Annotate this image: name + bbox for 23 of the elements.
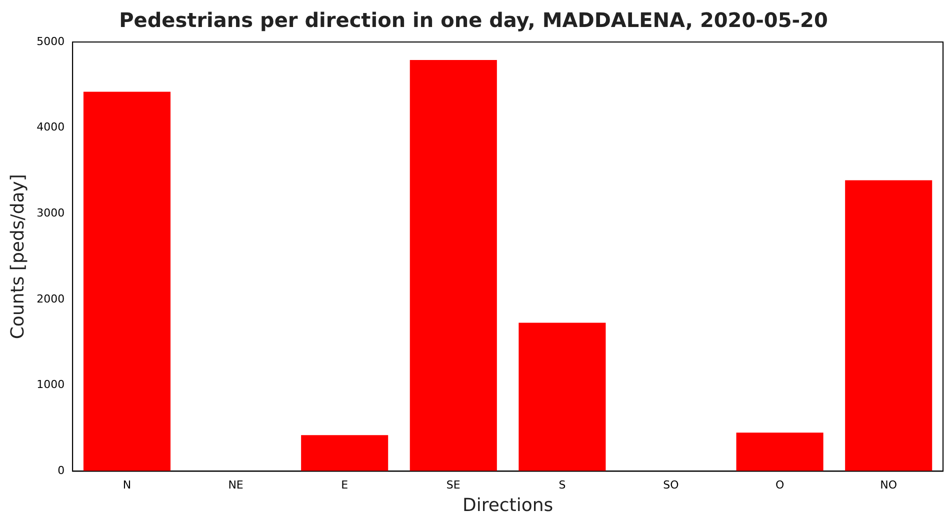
bar [83, 92, 171, 472]
x-axis-title: Directions [462, 494, 554, 516]
y-tick-label: 1000 [36, 378, 65, 392]
bar [518, 322, 606, 472]
y-tick-label: 2000 [36, 292, 65, 306]
bar [301, 435, 388, 472]
x-tick-label: NO [880, 478, 898, 492]
y-tick-label: 4000 [36, 120, 65, 134]
bar [845, 180, 932, 472]
x-tick-label: SE [446, 478, 460, 492]
y-tick-label: 3000 [36, 206, 65, 220]
bar [410, 60, 497, 472]
x-tick-label: NE [228, 478, 244, 492]
x-tick-label: S [558, 478, 566, 492]
y-axis-title: Counts [peds/day] [7, 174, 28, 340]
y-tick-label: 0 [58, 464, 65, 478]
bar [736, 432, 824, 472]
y-tick-label: 5000 [36, 34, 65, 48]
x-tick-label: N [122, 478, 132, 492]
x-tick-label: SO [663, 478, 680, 492]
x-tick-label: E [341, 478, 348, 492]
x-tick-label: O [775, 478, 784, 492]
chart-title: Pedestrians per direction in one day, MADDALENA, 2020-05-20 [119, 8, 828, 32]
